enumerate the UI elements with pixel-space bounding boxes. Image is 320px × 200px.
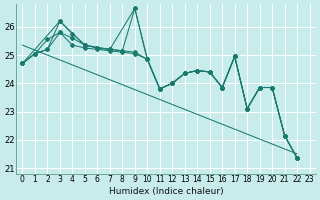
X-axis label: Humidex (Indice chaleur): Humidex (Indice chaleur) [109, 187, 223, 196]
